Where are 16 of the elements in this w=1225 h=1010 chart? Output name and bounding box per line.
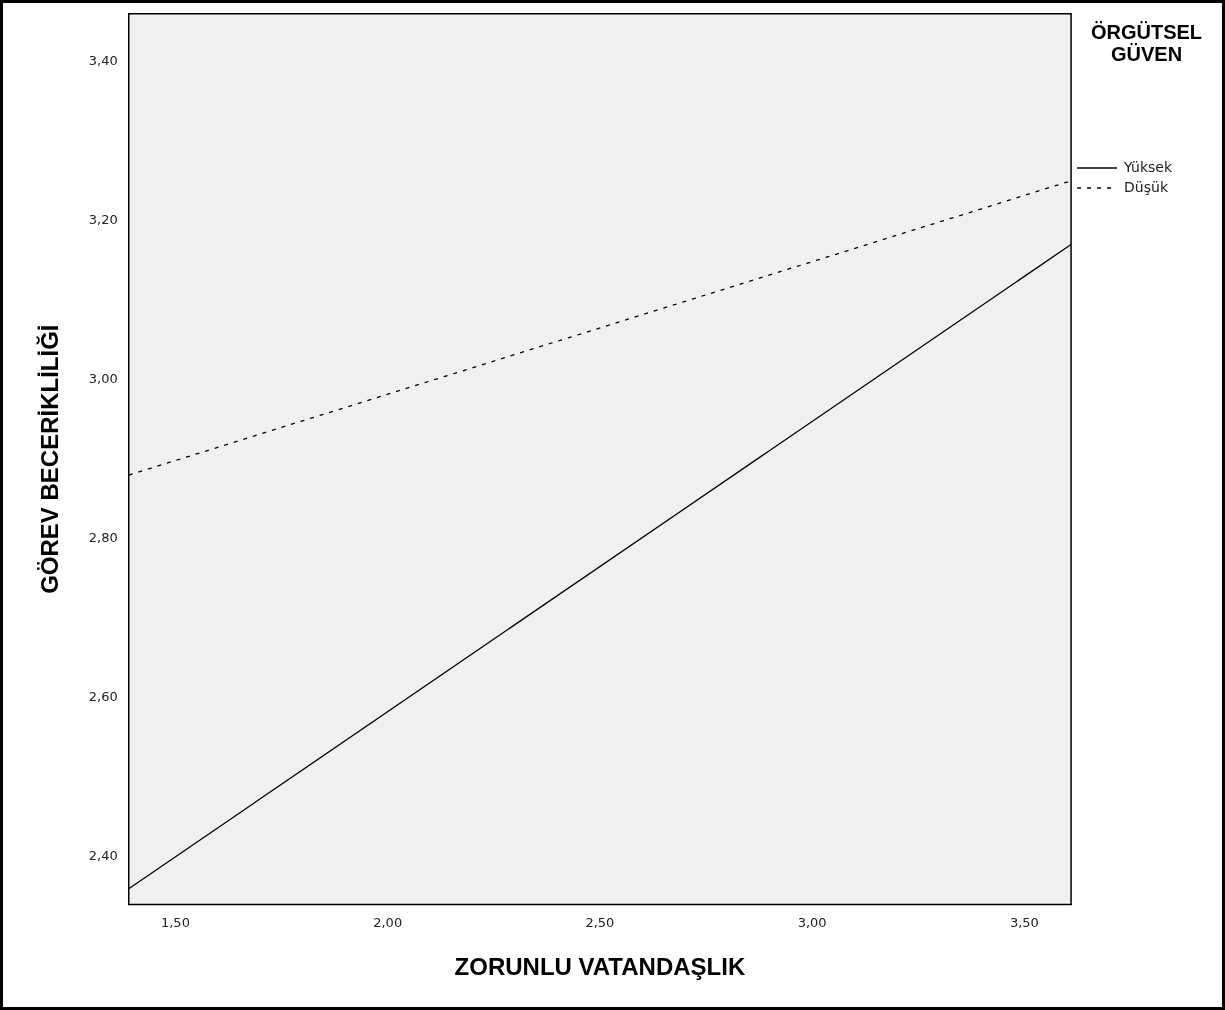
y-tick-label: 3,40 <box>88 52 118 68</box>
y-axis-title: GÖREV BECERİKLİLİĞİ <box>36 324 64 594</box>
x-tick-label: 1,50 <box>160 914 190 930</box>
legend-label: Düşük <box>1124 178 1169 195</box>
legend-label: Yüksek <box>1123 158 1173 175</box>
y-tick-label: 2,40 <box>88 848 118 864</box>
x-tick-label: 3,50 <box>1009 914 1039 930</box>
x-tick-label: 2,00 <box>373 914 403 930</box>
y-tick-label: 2,60 <box>88 689 118 705</box>
legend-title: ÖRGÜTSEL GÜVEN <box>1090 20 1203 65</box>
y-tick-label: 3,00 <box>88 371 118 387</box>
x-tick-label: 3,00 <box>797 914 827 930</box>
x-tick-label: 2,50 <box>585 914 615 930</box>
x-axis-title: ZORUNLU VATANDAŞLIK <box>454 953 746 981</box>
y-tick-label: 3,20 <box>88 211 118 227</box>
y-tick-label: 2,80 <box>88 530 118 546</box>
